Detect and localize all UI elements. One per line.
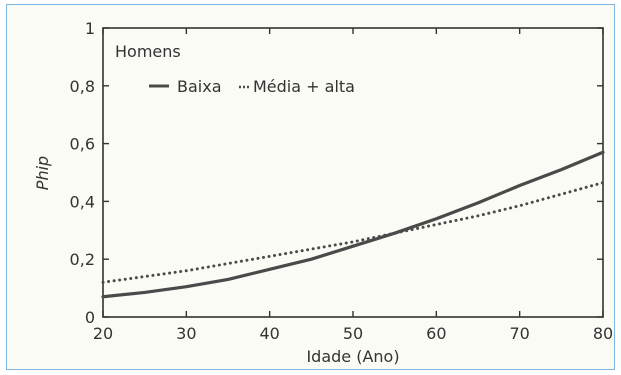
series-line-média-alta [101,181,605,284]
x-axis: 20 30 40 50 60 70 80 [93,28,613,343]
x-tick-label: 50 [343,324,363,343]
y-tick-label: 0 [85,308,95,327]
x-axis-title: Idade (Ano) [306,347,399,366]
y-tick-label: 0,8 [70,77,95,96]
y-axis: 0 0,2 0,4 0,6 0,8 1 [70,19,603,327]
x-tick-label: 20 [93,324,113,343]
y-tick-label: 1 [85,19,95,38]
y-axis-title: Phip [33,156,52,190]
y-tick-label: 0,6 [70,135,95,154]
legend-label-baixa: Baixa [177,77,222,96]
y-tick-label: 0,4 [70,192,95,211]
x-tick-label: 30 [176,324,196,343]
legend-label-media-alta: Média + alta [253,77,355,96]
x-tick-label: 60 [426,324,446,343]
plot-frame [102,27,604,318]
series-layer [101,150,605,299]
series-line-baixa [101,150,605,299]
y-tick-label: 0,2 [70,250,95,269]
legend-title: Homens [115,42,181,61]
chart-svg: 0 0,2 0,4 0,6 0,8 1 20 30 40 50 60 70 80 Homens Bai… [33,19,613,366]
x-tick-label: 40 [259,324,279,343]
chart-figure: 0 0,2 0,4 0,6 0,8 1 20 30 40 50 60 70 80 Homens Bai… [6,4,615,370]
x-tick-label: 70 [509,324,529,343]
x-tick-label: 80 [593,324,613,343]
